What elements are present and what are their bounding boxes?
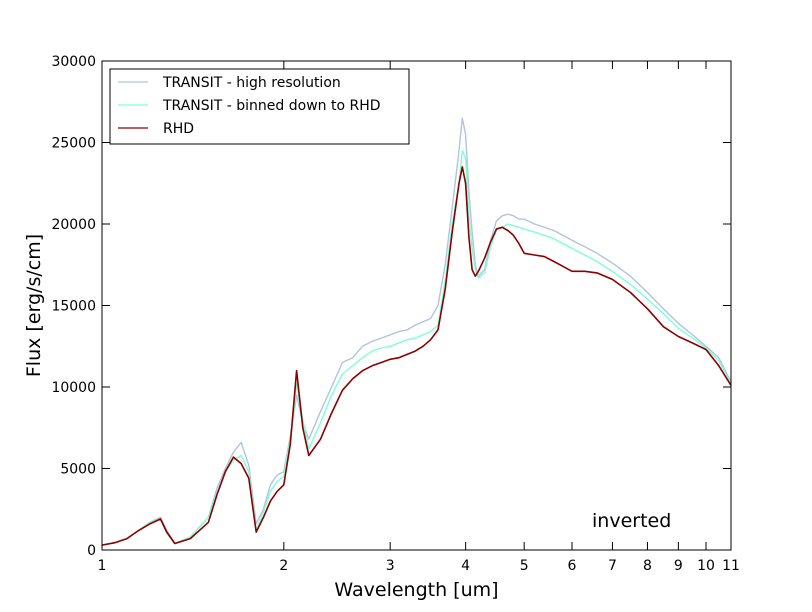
x-tick-label: 5 (520, 558, 529, 574)
y-axis-title: Flux [erg/s/cm] (23, 234, 45, 377)
y-tick-label: 20000 (51, 217, 96, 233)
x-tick-label: 3 (386, 558, 395, 574)
legend-label-binned: TRANSIT - binned down to RHD (162, 98, 381, 114)
x-tick-label: 4 (461, 558, 470, 574)
ticks-layer: 1 2 3 4 5 6 7 8 9 10 11 0 5000 10000 15000 20000 25000 30… (51, 54, 739, 574)
x-tick-label: 7 (608, 558, 617, 574)
legend: TRANSIT - high resolution TRANSIT - binn… (109, 68, 410, 145)
legend-label-rhd: RHD (163, 121, 194, 137)
x-tick-label: 1 (98, 558, 107, 574)
series-layer (101, 117, 732, 546)
legend-label-high-resolution: TRANSIT - high resolution (162, 75, 341, 91)
series-line-2 (101, 149, 732, 546)
y-tick-label: 10000 (51, 380, 96, 396)
y-tick-label: 5000 (60, 462, 96, 478)
inverted-annotation: inverted (592, 510, 671, 532)
y-tick-label: 15000 (51, 299, 96, 315)
x-tick-label: 9 (674, 558, 683, 574)
x-axis-title: Wavelength [um] (334, 579, 498, 601)
x-tick-label: 2 (279, 558, 288, 574)
x-tick-label: 8 (643, 558, 652, 574)
legend-box (109, 68, 410, 145)
series-line-3 (101, 166, 732, 546)
series-line-1 (101, 117, 732, 546)
x-tick-label: 6 (568, 558, 577, 574)
x-tick-label: 10 (697, 558, 715, 574)
y-tick-label: 30000 (51, 54, 96, 70)
x-tick-label: 11 (722, 558, 740, 574)
y-tick-label: 0 (87, 543, 96, 559)
y-tick-label: 25000 (51, 136, 96, 152)
